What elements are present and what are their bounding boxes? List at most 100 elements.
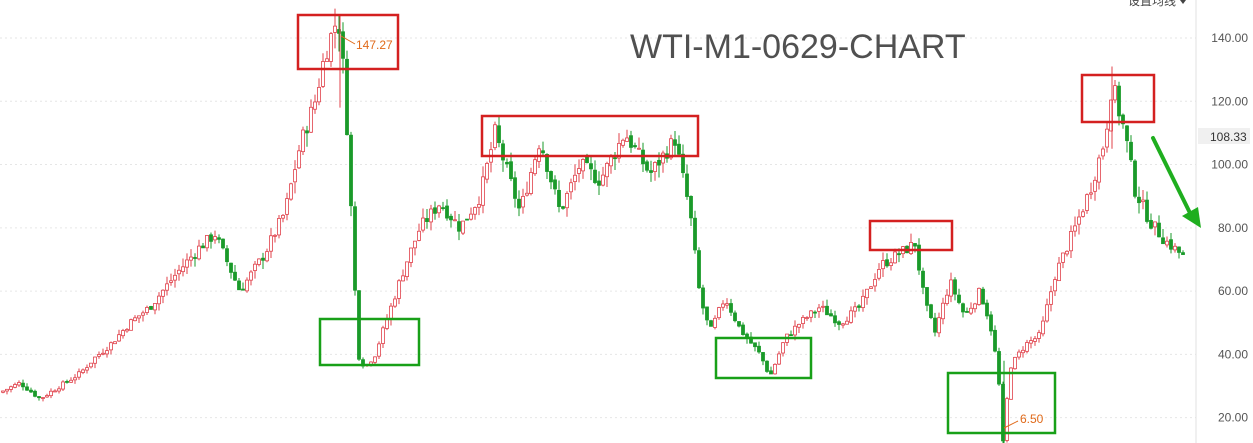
candle-body <box>1061 252 1065 263</box>
candle-body <box>861 295 865 309</box>
candle-body <box>805 317 809 319</box>
candle-body <box>205 234 209 249</box>
candle-body <box>909 242 913 255</box>
candle-body <box>941 302 945 320</box>
peak-highlight-box <box>296 13 400 71</box>
candle-body <box>77 371 81 378</box>
y-tick-label: 80.00 <box>1218 221 1248 235</box>
candle-body <box>21 382 25 388</box>
candle-body <box>721 303 725 308</box>
candle-body <box>773 363 777 375</box>
candle-body <box>1137 196 1141 204</box>
candle-body <box>161 289 165 297</box>
candle-body <box>165 283 169 291</box>
candle-body <box>273 234 277 237</box>
candle-body <box>517 198 521 209</box>
candle-body <box>137 315 141 319</box>
candle-body <box>69 379 73 383</box>
candle-body <box>569 182 573 193</box>
candle-body <box>1165 240 1169 246</box>
candle-body <box>1141 199 1145 203</box>
candle-body <box>81 369 85 373</box>
y-tick-label: 60.00 <box>1218 284 1248 298</box>
candle-body <box>573 174 577 183</box>
last-price-tag-bg <box>1198 128 1250 144</box>
candle-body <box>985 302 989 317</box>
candle-body <box>957 294 961 303</box>
candle-body <box>1057 262 1061 282</box>
candle-body <box>593 169 597 183</box>
candle-body <box>1117 85 1121 117</box>
candle-body <box>437 205 441 214</box>
candle-body <box>301 129 305 153</box>
candle-body <box>157 295 161 305</box>
candle-body <box>181 266 185 273</box>
candle-body <box>1129 141 1133 161</box>
candle-body <box>101 352 105 355</box>
candle-body <box>501 143 505 161</box>
candle-body <box>381 327 385 344</box>
candle-body <box>709 320 713 327</box>
candle-body <box>717 307 721 319</box>
candle-body <box>617 142 621 159</box>
candle-body <box>673 139 677 146</box>
candle-body <box>253 263 257 271</box>
chevron-down-icon[interactable] <box>1180 0 1186 4</box>
ma-settings-menu[interactable]: 设置均线 <box>1128 0 1186 8</box>
candle-body <box>621 139 625 146</box>
candle-body <box>889 262 893 266</box>
candle-body <box>29 389 33 393</box>
candle-body <box>845 320 849 325</box>
candle-body <box>345 58 349 136</box>
candle-body <box>953 279 957 295</box>
candle-body <box>333 25 337 33</box>
candle-body <box>753 342 757 348</box>
candle-body <box>85 367 89 371</box>
candle-body <box>405 261 409 277</box>
candle-body <box>1133 160 1137 197</box>
candle-body <box>509 161 513 180</box>
candle-body <box>245 279 249 292</box>
candle-body <box>1037 332 1041 339</box>
candle-body <box>421 217 425 231</box>
candle-body <box>1081 211 1085 217</box>
candle-body <box>461 220 465 234</box>
candle-body <box>449 215 453 221</box>
candle-body <box>433 207 437 214</box>
candle-body <box>597 180 601 186</box>
candle-body <box>53 390 57 393</box>
candle-body <box>937 317 941 334</box>
y-tick-label: 20.00 <box>1218 411 1248 425</box>
chart-title: WTI-M1-0629-CHART <box>630 28 966 66</box>
candle-body <box>257 258 261 265</box>
candle-body <box>893 251 897 264</box>
candle-body <box>25 386 29 391</box>
candle-body <box>949 279 953 297</box>
candle-body <box>13 384 17 388</box>
candle-body <box>105 350 109 355</box>
candle-body <box>237 280 241 291</box>
candle-body <box>1097 157 1101 183</box>
peak-highlight-box <box>1080 73 1156 124</box>
candle-body <box>305 130 309 134</box>
candle-body <box>933 317 937 333</box>
candle-body <box>417 230 421 241</box>
ma-settings-label[interactable]: 设置均线 <box>1128 0 1176 8</box>
candle-body <box>853 306 857 312</box>
candle-body <box>201 245 205 249</box>
candle-body <box>229 262 233 273</box>
candle-body <box>317 87 321 103</box>
candle-body <box>1065 250 1069 255</box>
candle-body <box>133 317 137 322</box>
candle-body <box>37 396 41 399</box>
candle-body <box>925 287 929 306</box>
candle-body <box>549 171 553 183</box>
candle-body <box>373 356 377 363</box>
candle-body <box>241 288 245 291</box>
candle-body <box>505 161 509 165</box>
candle-body <box>1041 320 1045 335</box>
candle-body <box>613 157 617 160</box>
candle-body <box>733 312 737 322</box>
candle-body <box>121 330 125 337</box>
candle-body <box>529 172 533 194</box>
